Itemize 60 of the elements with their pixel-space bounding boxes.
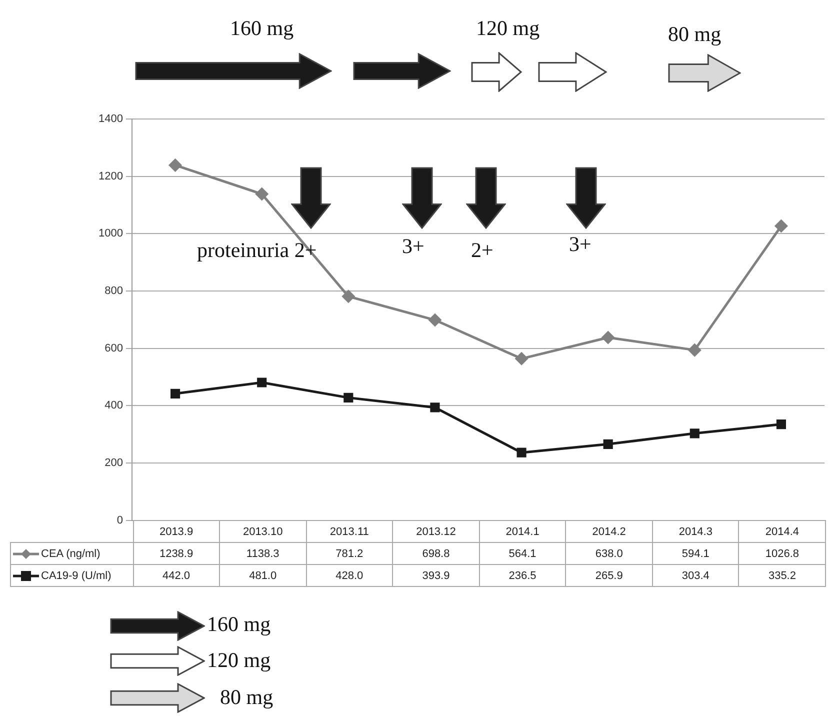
data-label: 564.1 — [479, 542, 566, 565]
point — [690, 428, 700, 438]
data-label: 594.1 — [652, 542, 739, 565]
point — [170, 388, 180, 398]
point — [776, 420, 786, 430]
data-label: 1238.9 — [133, 542, 220, 565]
data-label: 303.4 — [652, 564, 739, 587]
point — [688, 344, 701, 356]
data-label: 1026.8 — [738, 542, 826, 565]
point — [428, 314, 442, 326]
point — [169, 158, 182, 172]
x-tick-label: 2013.10 — [220, 520, 306, 543]
annotation: 2+ — [471, 238, 494, 262]
data-label: 638.0 — [566, 542, 652, 565]
data-label: 442.0 — [133, 564, 220, 587]
text: 80 mg — [220, 685, 274, 709]
point — [342, 290, 355, 303]
x-tick-label: 2014.2 — [566, 520, 652, 543]
legend-label: CEA (ng/ml) — [41, 548, 100, 560]
point — [516, 448, 526, 458]
y-tick-label: 200 — [104, 457, 123, 470]
x-tick-label: 2013.9 — [133, 520, 220, 543]
point — [602, 331, 614, 344]
x-tick-label: 2013.11 — [306, 520, 393, 543]
text: 160 mg — [230, 16, 294, 40]
point — [515, 352, 528, 365]
x-tick-label: 2013.12 — [392, 520, 480, 543]
y-tick-label: 400 — [104, 400, 123, 412]
data-label: 236.5 — [479, 564, 566, 587]
point — [774, 220, 788, 232]
x-tick-label: 2014.4 — [738, 520, 826, 543]
legend-label: CA19-9 (U/ml) — [41, 570, 112, 582]
annotation: proteinuria 2+ — [197, 238, 317, 262]
y-tick-label: 1000 — [98, 228, 123, 240]
y-tick-label: 1400 — [98, 113, 123, 126]
data-label: 781.2 — [306, 542, 393, 565]
point — [257, 378, 267, 388]
annotation: 3+ — [569, 232, 592, 256]
x-tick-label: 2014.3 — [652, 520, 739, 543]
point — [430, 402, 440, 412]
y-tick-label: 600 — [104, 342, 123, 354]
point — [256, 188, 268, 200]
data-label: 428.0 — [306, 564, 393, 587]
annotation: 3+ — [402, 234, 424, 258]
y-tick-label: 0 — [116, 514, 123, 526]
y-tick-label: 1200 — [98, 170, 123, 182]
data-label: 335.2 — [738, 564, 826, 587]
text: 120 mg — [476, 16, 540, 40]
data-label: 265.9 — [566, 564, 652, 587]
text: 120 mg — [207, 648, 271, 672]
data-label: 698.8 — [392, 542, 480, 565]
x-tick-label: 2014.1 — [479, 520, 566, 543]
data-label: 1138.3 — [220, 542, 306, 565]
y-tick-label: 800 — [104, 285, 123, 298]
data-label: 393.9 — [392, 564, 480, 587]
text: 80 mg — [668, 22, 722, 46]
text: 160 mg — [207, 612, 271, 636]
point — [603, 439, 613, 449]
point — [344, 392, 354, 402]
data-label: 481.0 — [220, 564, 306, 587]
